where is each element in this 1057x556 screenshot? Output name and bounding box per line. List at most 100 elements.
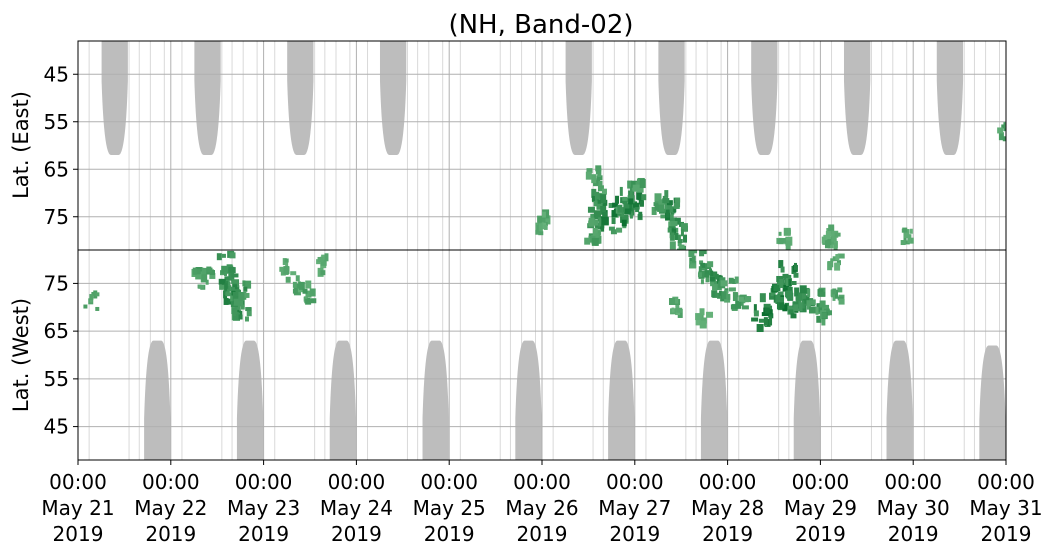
event-cell bbox=[231, 273, 239, 278]
event-cell bbox=[309, 288, 316, 297]
event-cell bbox=[192, 267, 197, 275]
no-data-region bbox=[101, 41, 128, 155]
event-cell bbox=[586, 168, 593, 174]
y-tick-label: 45 bbox=[44, 62, 69, 86]
no-data-region bbox=[144, 340, 171, 460]
event-cell bbox=[283, 266, 290, 275]
y-tick-label: 65 bbox=[44, 157, 69, 181]
event-cell bbox=[721, 291, 727, 300]
no-data-region bbox=[658, 41, 685, 155]
event-cell bbox=[793, 304, 799, 312]
event-cell bbox=[801, 303, 805, 309]
event-cell bbox=[324, 253, 329, 262]
event-cell bbox=[788, 278, 792, 287]
event-cell bbox=[660, 214, 667, 219]
event-cell bbox=[591, 196, 595, 202]
event-cluster bbox=[804, 287, 826, 315]
event-cell bbox=[657, 203, 665, 212]
event-cell bbox=[209, 272, 216, 279]
x-tick-label: 2019 bbox=[517, 522, 568, 546]
event-cell bbox=[827, 244, 834, 249]
x-tick-label: May 22 bbox=[134, 496, 207, 520]
event-cell bbox=[674, 217, 681, 225]
y-tick-label: 75 bbox=[44, 271, 69, 295]
event-cell bbox=[710, 270, 714, 279]
west-y-axis-label: Lat. (West) bbox=[9, 298, 33, 412]
event-cell bbox=[285, 276, 291, 283]
event-cell bbox=[779, 296, 784, 304]
event-cell bbox=[753, 304, 757, 314]
x-tick-label: 00:00 bbox=[513, 470, 571, 494]
event-cell bbox=[671, 307, 675, 313]
event-cell bbox=[629, 186, 633, 196]
event-cluster bbox=[627, 177, 647, 201]
event-cell bbox=[298, 281, 305, 290]
event-cell bbox=[593, 210, 601, 220]
event-cell bbox=[756, 324, 764, 333]
event-cluster bbox=[584, 227, 601, 246]
event-cell bbox=[706, 311, 714, 318]
x-tick-label: 2019 bbox=[331, 522, 382, 546]
event-cell bbox=[195, 271, 203, 280]
event-cell bbox=[780, 266, 785, 273]
x-tick-label: 2019 bbox=[238, 522, 289, 546]
event-cell bbox=[1007, 135, 1013, 139]
event-cell bbox=[321, 254, 327, 261]
event-cell bbox=[240, 304, 245, 310]
x-tick-label: 2019 bbox=[145, 522, 196, 546]
event-cluster bbox=[695, 308, 714, 329]
event-cell bbox=[837, 287, 843, 293]
event-cell bbox=[1003, 122, 1006, 132]
event-cluster bbox=[651, 190, 669, 215]
x-tick-label: May 31 bbox=[969, 496, 1042, 520]
event-cell bbox=[591, 237, 599, 246]
event-cell bbox=[600, 194, 607, 204]
event-cell bbox=[821, 236, 828, 244]
event-cell bbox=[769, 316, 773, 326]
event-cell bbox=[238, 314, 243, 320]
event-cell bbox=[665, 209, 670, 218]
event-cell bbox=[832, 256, 838, 262]
event-cell bbox=[997, 127, 1004, 134]
event-cell bbox=[670, 232, 675, 241]
event-cluster bbox=[198, 266, 216, 289]
no-data-region bbox=[793, 340, 821, 460]
event-cell bbox=[775, 294, 781, 304]
event-cell bbox=[666, 200, 673, 206]
event-cell bbox=[225, 292, 233, 297]
event-cell bbox=[233, 298, 241, 306]
y-tick-label: 75 bbox=[44, 205, 69, 229]
event-cell bbox=[597, 238, 601, 244]
event-cell bbox=[758, 318, 765, 323]
event-cell bbox=[677, 239, 683, 244]
event-cell bbox=[538, 223, 543, 232]
x-tick-label: May 24 bbox=[320, 496, 393, 520]
x-tick-label: 00:00 bbox=[49, 470, 107, 494]
event-cell bbox=[535, 229, 541, 235]
event-cell bbox=[238, 310, 243, 316]
event-cell bbox=[676, 307, 683, 313]
panel-east: 45 55 65 75 bbox=[44, 40, 1013, 251]
event-cell bbox=[233, 308, 237, 317]
event-cell bbox=[632, 184, 640, 192]
event-cell bbox=[232, 291, 239, 301]
event-cell bbox=[699, 320, 707, 329]
no-data-region bbox=[379, 41, 407, 155]
x-tick-label: May 26 bbox=[505, 496, 578, 520]
event-cell bbox=[201, 267, 207, 275]
event-cell bbox=[674, 227, 679, 233]
event-cell bbox=[596, 175, 603, 181]
event-cell bbox=[537, 215, 543, 223]
event-cell bbox=[238, 297, 244, 307]
x-tick-label: May 30 bbox=[877, 496, 950, 520]
event-cell bbox=[677, 248, 685, 250]
event-cell bbox=[219, 284, 226, 290]
event-cell bbox=[902, 227, 908, 233]
event-cell bbox=[734, 276, 739, 284]
event-cell bbox=[837, 296, 844, 301]
event-cell bbox=[773, 285, 781, 292]
x-tick-label: 00:00 bbox=[142, 470, 200, 494]
event-cell bbox=[793, 272, 799, 278]
event-cell bbox=[768, 313, 774, 319]
